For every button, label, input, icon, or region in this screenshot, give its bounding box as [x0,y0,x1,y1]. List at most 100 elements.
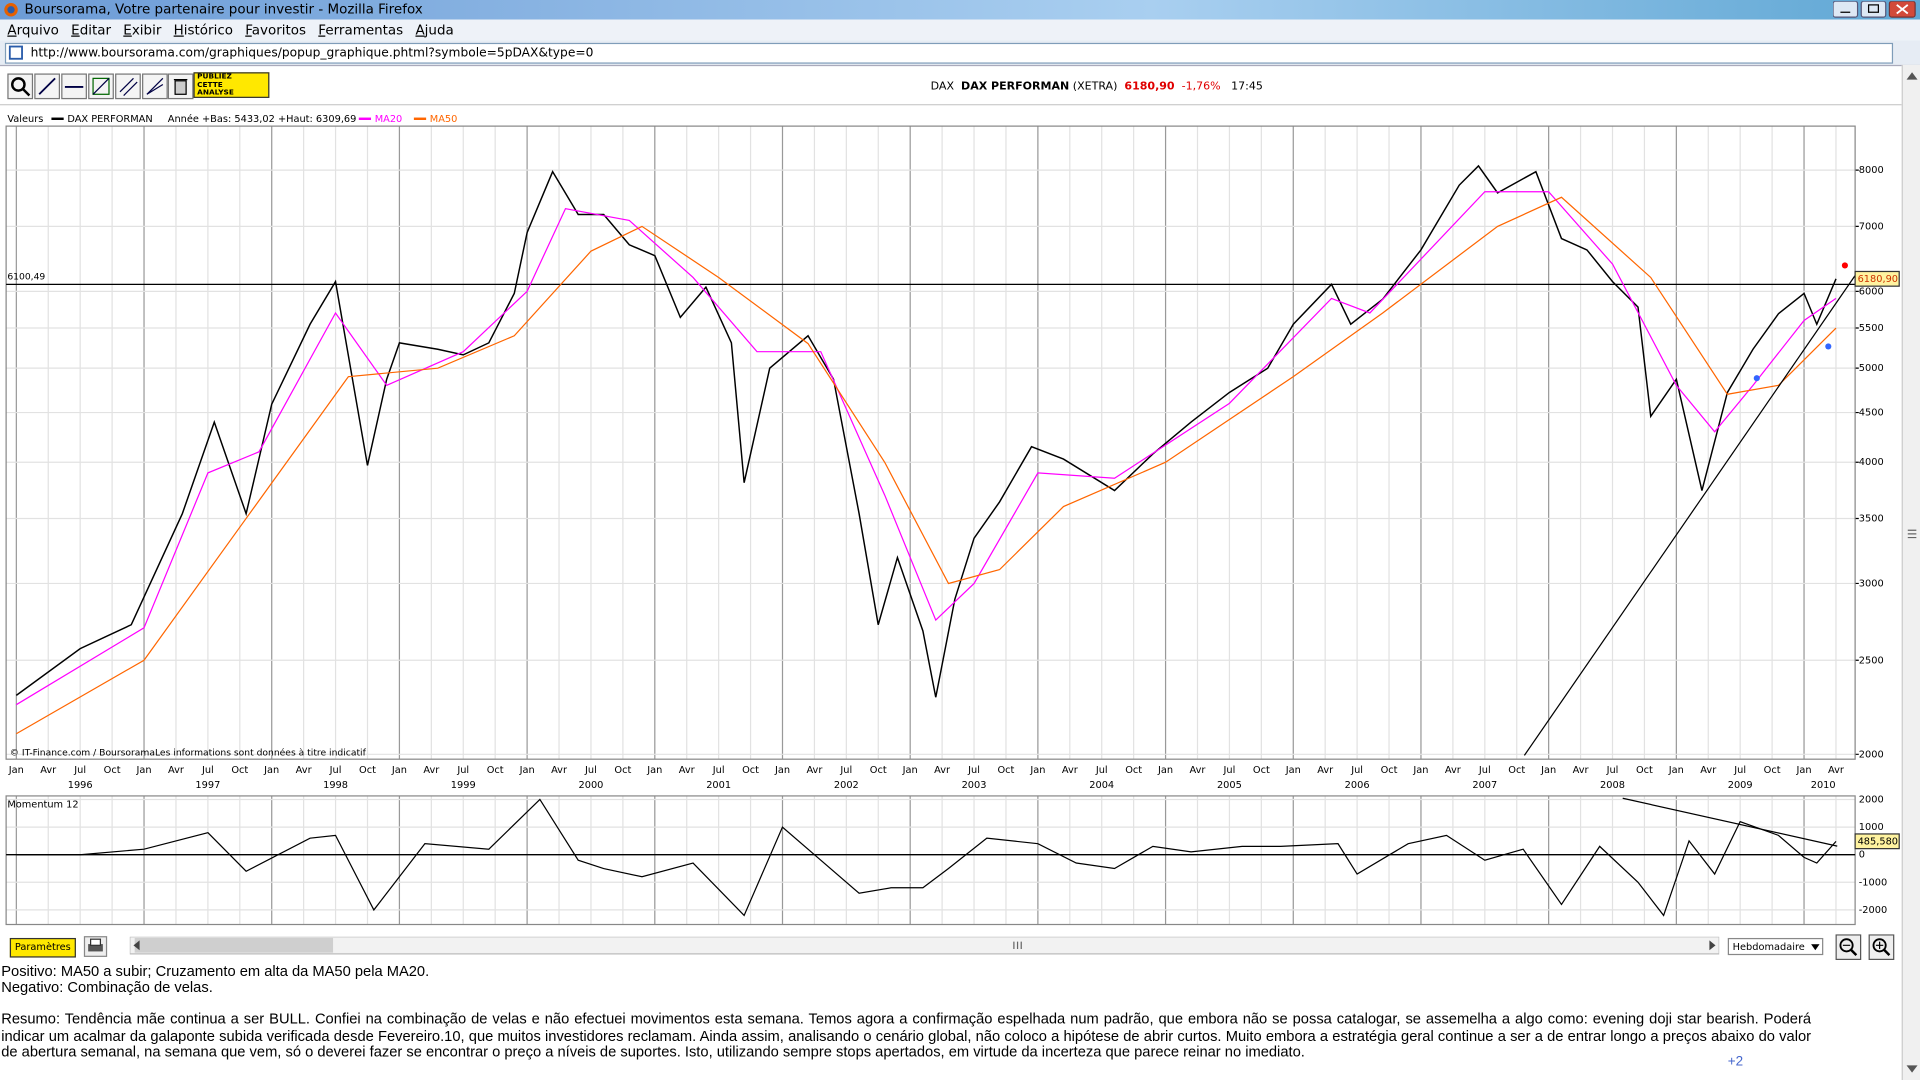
marker [1753,375,1760,382]
legend-title: Valeurs [7,114,43,125]
print-button[interactable] [83,936,108,958]
x-tick-label: Oct [614,765,631,776]
x-tick-label: Avr [1317,765,1334,776]
last-price-label: 6180,90 [1858,274,1898,285]
x-tick-label: Jan [774,765,790,776]
channel-tool[interactable] [115,73,141,100]
menu-item[interactable]: Arquivo [7,22,59,38]
publish-text: ANALYSE [197,88,234,97]
year-label: 1998 [323,780,348,791]
x-tick-label: Avr [423,765,440,776]
url-field[interactable]: http://www.boursorama.com/graphiques/pop… [4,42,1894,64]
menu-item[interactable]: Exibir [123,22,162,38]
publish-button[interactable]: PUBLIEZ CETTE ANALYSE [193,72,270,98]
x-tick-label: Oct [1636,765,1653,776]
x-tick-label: Avr [934,765,951,776]
x-tick-label: Jan [263,765,279,776]
zoom-buttons[interactable] [1835,934,1897,961]
x-tick-label: Oct [1381,765,1398,776]
positive-note: Positivo: MA50 a subir; Cruzamento em al… [1,962,430,980]
y-tick-label: 3000 [1859,578,1884,589]
more-link[interactable]: +2 [1727,1054,1744,1069]
legend-label: MA20 [375,114,403,125]
publish-text: PUBLIEZ [197,72,232,81]
x-tick-label: Jan [519,765,535,776]
menu-item[interactable]: Histórico [173,22,233,38]
x-tick-label: Jan [135,765,151,776]
year-label: 1996 [68,780,93,791]
x-tick-label: Jan [1412,765,1428,776]
x-tick-label: Oct [742,765,759,776]
x-tick-label: Oct [1253,765,1270,776]
x-tick-label: Avr [1700,765,1717,776]
site-icon [8,45,23,60]
quote: DAX DAX PERFORMAN (XETRA) 6180,90 -1,76%… [931,81,1263,93]
y-tick-label: 2500 [1859,655,1884,666]
hline-tool[interactable] [61,73,87,100]
quote-market: (XETRA) [1072,80,1118,94]
x-tick-label: Jul [839,765,852,776]
series-line [15,191,1837,706]
x-tick-label: Jul [712,765,725,776]
quote-name: DAX PERFORMAN [961,80,1070,94]
chart-toolbar: PUBLIEZ CETTE ANALYSE DAX DAX PERFORMAN (X… [0,68,1902,106]
y-tick-label: 4500 [1859,408,1884,419]
line-tool[interactable] [34,73,61,100]
last-value-box [1854,833,1900,850]
year-label: 2002 [834,780,859,791]
menu-item[interactable]: Favoritos [245,22,307,38]
menu-item[interactable]: Ferramentas [318,22,404,38]
x-tick-label: Avr [296,765,313,776]
x-tick-label: Avr [806,765,823,776]
x-tick-label: Oct [1125,765,1142,776]
menu-item[interactable]: Editar [71,22,112,38]
reference-label: 6100,49 [7,271,45,282]
fan-tool[interactable] [142,73,168,100]
x-tick-label: Avr [40,765,57,776]
x-tick-label: Jan [1029,765,1045,776]
series-line [16,798,1837,917]
fibo-tool[interactable] [88,73,114,100]
last-value-label: 485,580 [1858,836,1898,847]
summary: Resumo: Tendência mãe continua a ser BUL… [1,1010,1812,1061]
x-tick-label: Oct [997,765,1014,776]
chart: Jan Avr Jul Oct Jan Avr Jul Oct Jan Avr Jul Oct Jan A… [0,105,1902,934]
year-label: 2003 [962,780,987,791]
x-tick-label: Jul [1223,765,1236,776]
legend-label: DAX PERFORMAN [67,114,152,125]
year-label: 2005 [1217,780,1242,791]
period-value: Hebdomadaire [1732,941,1805,953]
last-price-box [1854,270,1900,287]
scrollbar[interactable] [129,936,1720,955]
x-tick-label: Jul [584,765,597,776]
window-buttons[interactable] [1833,1,1916,18]
year-label: 2010 [1811,780,1836,791]
page-scrollbar[interactable] [1901,64,1920,1080]
x-tick-label: Avr [1445,765,1462,776]
x-tick-label: Jan [1285,765,1301,776]
y-tick-label: 4000 [1859,457,1884,468]
zoom-tool[interactable] [7,73,34,100]
url: http://www.boursorama.com/graphiques/pop… [30,46,594,61]
x-tick-label: Jan [1540,765,1556,776]
y-tick-label: -2000 [1859,905,1887,916]
params-button[interactable]: Paramètres [9,937,76,958]
x-tick-label: Avr [1190,765,1207,776]
x-tick-label: Jul [329,765,342,776]
y-tick-label: 5500 [1859,323,1884,334]
chart-background [0,105,1902,934]
x-tick-label: Avr [551,765,568,776]
menu-item[interactable]: Ajuda [415,22,454,38]
trendline [1523,275,1856,756]
y-tick-label: 0 [1859,850,1865,861]
period-select[interactable]: Hebdomadaire [1727,937,1824,956]
plot-frame [5,125,1856,760]
y-tick-label: 1000 [1859,822,1884,833]
x-tick-label: Jul [1095,765,1108,776]
x-tick-label: Jan [1157,765,1173,776]
publish-text: CETTE [197,80,223,89]
x-tick-label: Jan [1796,765,1812,776]
x-tick-label: Jan [902,765,918,776]
firefox-icon [4,3,18,17]
delete-tool[interactable] [167,73,194,100]
